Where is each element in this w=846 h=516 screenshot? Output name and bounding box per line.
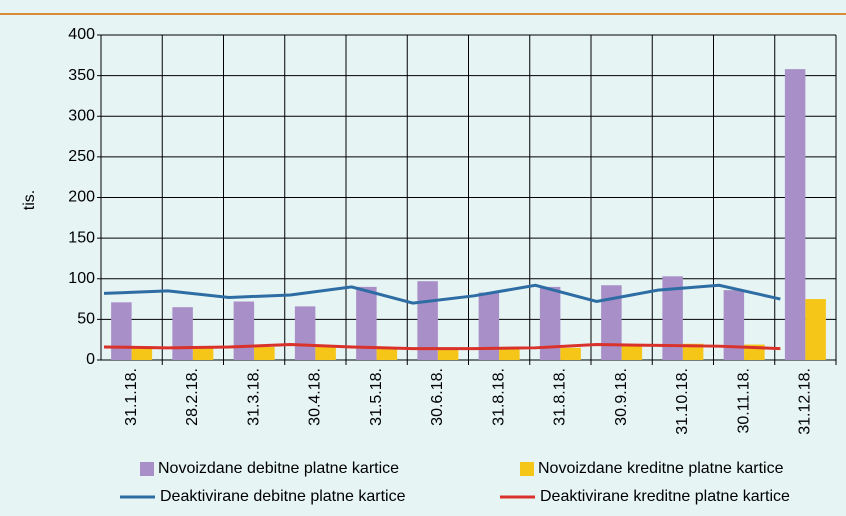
bar — [172, 307, 193, 360]
bar — [233, 301, 255, 360]
y-tick-label: 300 — [68, 107, 95, 124]
bar — [539, 286, 561, 360]
bar — [315, 346, 336, 360]
x-tick-label: 31.1.18. — [123, 368, 140, 426]
x-tick-label: 30.9.18. — [613, 368, 630, 426]
x-tick-label: 31.5.18. — [368, 368, 385, 426]
bar — [111, 302, 132, 360]
x-tick-label: 30.6.18. — [429, 368, 446, 426]
y-tick-label: 350 — [68, 67, 95, 84]
y-tick-label: 200 — [68, 189, 95, 206]
bar — [805, 299, 826, 360]
bar — [682, 343, 704, 360]
x-tick-label: 28.2.18. — [184, 368, 201, 426]
legend-swatch — [520, 462, 534, 476]
bar — [784, 69, 806, 360]
bar — [376, 347, 398, 360]
bar — [560, 347, 581, 360]
x-tick-label: 31.12.18. — [797, 368, 814, 435]
x-tick-label: 31.3.18. — [245, 368, 262, 426]
y-tick-label: 50 — [77, 311, 95, 328]
x-tick-label: 30.11.18. — [735, 368, 752, 434]
x-tick-label: 30.4.18. — [307, 368, 324, 426]
legend-swatch — [140, 462, 154, 476]
line-series — [103, 343, 781, 351]
line-series — [103, 283, 781, 305]
y-tick-label: 0 — [86, 351, 95, 368]
bar — [601, 285, 622, 360]
bar — [294, 306, 316, 360]
bar — [478, 292, 500, 360]
bar — [499, 348, 520, 360]
bar — [437, 348, 459, 360]
x-tick-label: 31.8.18. — [552, 368, 569, 426]
legend-label: Novoizdane kreditne platne kartice — [538, 460, 784, 477]
legend-label: Novoizdane debitne platne kartice — [158, 460, 399, 477]
legend-label: Deaktivirane kreditne platne kartice — [540, 488, 790, 505]
bar — [723, 290, 745, 360]
x-tick-label: 31.10.18. — [674, 368, 691, 435]
legend-label: Deaktivirane debitne platne kartice — [160, 488, 406, 505]
bar — [192, 347, 214, 360]
y-tick-label: 250 — [68, 148, 95, 165]
x-tick-label: 31.8.18. — [490, 368, 507, 426]
bar — [254, 347, 275, 360]
y-tick-label: 400 — [68, 26, 95, 43]
bar — [131, 346, 153, 360]
bar — [662, 276, 683, 360]
bar — [621, 345, 643, 360]
y-tick-label: 150 — [68, 229, 95, 246]
y-axis-label: tis. — [21, 190, 38, 210]
y-tick-label: 100 — [68, 270, 95, 287]
bar — [356, 286, 377, 360]
